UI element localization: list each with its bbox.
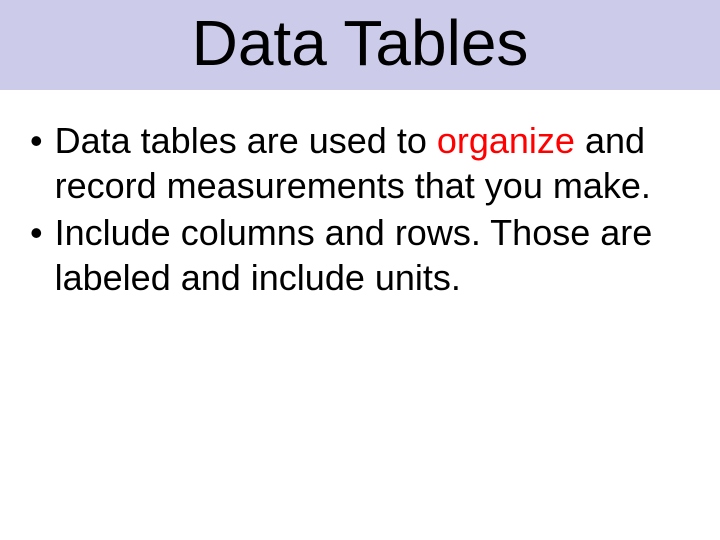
bullet-item: • Include columns and rows. Those are la… xyxy=(30,210,690,300)
title-band: Data Tables xyxy=(0,0,720,90)
bullet-text: Include columns and rows. Those are labe… xyxy=(55,210,690,300)
bullet-pre: Data tables are used to xyxy=(55,120,437,161)
bullet-highlight: organize xyxy=(437,120,575,161)
bullet-marker: • xyxy=(30,118,43,163)
bullet-marker: • xyxy=(30,210,43,255)
bullet-text: Data tables are used to organize and rec… xyxy=(55,118,690,208)
bullet-pre: Include columns and rows. Those are labe… xyxy=(55,212,653,298)
slide-title: Data Tables xyxy=(0,6,720,80)
bullet-item: • Data tables are used to organize and r… xyxy=(30,118,690,208)
slide-content: • Data tables are used to organize and r… xyxy=(0,90,720,300)
